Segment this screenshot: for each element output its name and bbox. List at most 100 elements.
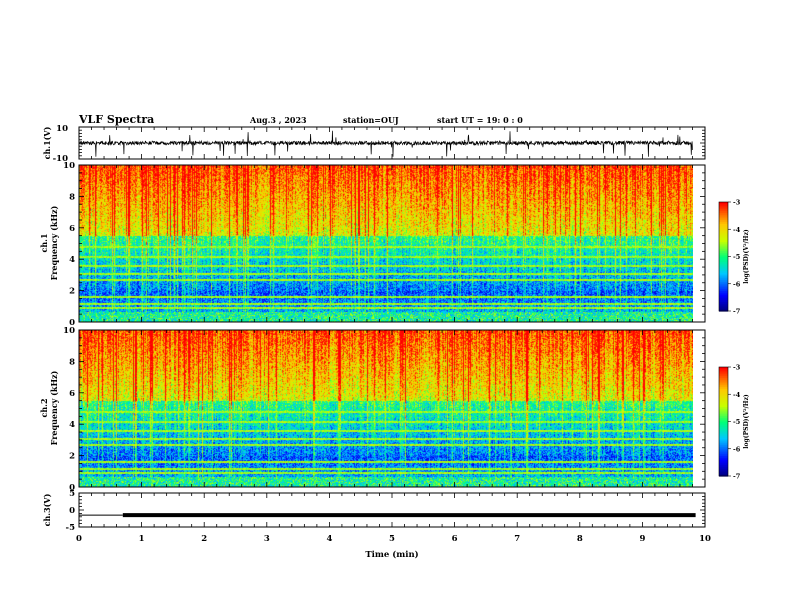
colorbar-cell	[719, 390, 728, 394]
colorbar-cell	[719, 419, 728, 423]
colorbar-cell	[719, 294, 728, 298]
colorbar-cell	[719, 292, 728, 296]
colorbar-cell	[719, 386, 728, 390]
colorbar-cell	[719, 283, 728, 287]
colorbar-cell	[719, 241, 728, 245]
colorbar-cell	[719, 298, 728, 301]
colorbar-cell	[719, 385, 728, 388]
colorbar-cell	[719, 240, 728, 243]
colorbar-tick-label: -6	[733, 445, 741, 453]
x-axis-label: Time (min)	[365, 549, 418, 560]
ch2-spectrogram-ylabel-freq: Frequency (kHz)	[49, 370, 59, 445]
colorbar-cell	[719, 406, 728, 410]
colorbar-cell	[719, 291, 728, 294]
colorbar-cell	[719, 372, 728, 375]
ch2-spectrogram-image	[79, 330, 693, 487]
x-tick-label: 7	[514, 534, 520, 544]
y-tick-label: -5	[66, 523, 76, 533]
ch1-spectrogram-panel: 0 2 4 6 8 10 ch.1 Frequency (kHz)	[39, 161, 706, 328]
x-tick-label: 8	[577, 534, 583, 544]
colorbar-cell	[719, 301, 728, 305]
colorbar-cell	[719, 214, 728, 218]
colorbar-cell	[719, 417, 728, 421]
station-label: station=OUJ	[343, 115, 399, 125]
colorbar-cell	[719, 448, 728, 452]
ch1-waveform-trace	[79, 130, 693, 157]
ch1-spectrogram-image	[79, 165, 693, 322]
colorbar-cell	[719, 243, 728, 247]
y-tick-label: 5	[69, 489, 75, 499]
colorbar-cell	[719, 450, 728, 453]
colorbar-cell	[719, 245, 728, 249]
colorbar-cell	[719, 463, 728, 466]
x-tick-label: 6	[452, 534, 458, 544]
y-tick-label: 10	[63, 161, 75, 171]
colorbar-cell	[719, 377, 728, 381]
ch2-spectrogram-ylabel-channel: ch.2	[39, 398, 49, 417]
colorbar-cell	[719, 229, 728, 232]
x-tick-label: 5	[389, 534, 395, 544]
colorbar-cell	[719, 396, 728, 399]
x-tick-label: 9	[639, 534, 645, 544]
colorbar-cell	[719, 280, 728, 283]
colorbar-cell	[719, 216, 728, 219]
ch3-ylabel: ch.3(V)	[42, 493, 52, 526]
colorbar-cell	[719, 367, 728, 370]
x-tick-label: 0	[76, 534, 82, 544]
colorbar-cell	[719, 278, 728, 281]
ch1-spectrogram-ylabel-freq: Frequency (kHz)	[49, 205, 59, 280]
colorbar-cell	[719, 261, 728, 265]
colorbar-cell	[719, 403, 728, 406]
colorbar-cell	[719, 394, 728, 397]
ch1-spectrogram-ticks: 0 2 4 6 8 10	[63, 161, 706, 328]
y-tick-label: 8	[69, 192, 75, 202]
colorbar-cell	[719, 383, 728, 386]
colorbar-cell	[719, 232, 728, 236]
y-tick-label: 2	[69, 287, 75, 297]
colorbar-cell	[719, 376, 728, 379]
colorbar-cell	[719, 434, 728, 437]
colorbar-cell	[719, 267, 728, 270]
colorbar-cell	[719, 281, 728, 285]
colorbar-cell	[719, 441, 728, 444]
colorbar-cell	[719, 285, 728, 288]
x-tick-label: 1	[139, 534, 145, 544]
colorbar-cell	[719, 272, 728, 276]
colorbar-cell	[719, 287, 728, 290]
colorbar-cell	[719, 227, 728, 230]
colorbar-cell	[719, 263, 728, 267]
y-tick-label: 6	[69, 389, 75, 399]
colorbar-cell	[719, 265, 728, 268]
colorbar-cell	[719, 457, 728, 461]
colorbar-cell	[719, 225, 728, 229]
colorbar-cell	[719, 408, 728, 412]
colorbar-cell	[719, 211, 728, 214]
colorbar-cell	[719, 307, 728, 310]
colorbar-cell	[719, 368, 728, 372]
ch1-ytick-bottom: -10	[53, 154, 68, 164]
colorbar-tick-label: -6	[733, 280, 741, 288]
colorbar-cell	[719, 445, 728, 448]
y-tick-label: 8	[69, 357, 75, 367]
colorbar-cell	[719, 258, 728, 261]
colorbar-cell	[719, 474, 728, 477]
colorbar-cell	[719, 247, 728, 250]
colorbar-cell	[719, 269, 728, 272]
ch1-spectrogram-ylabel-channel: ch.1	[39, 233, 49, 252]
ch1-waveform-line	[79, 130, 693, 157]
colorbar-cell	[719, 401, 728, 404]
start-time-label: start UT = 19: 0 : 0	[437, 115, 523, 125]
date-label: Aug.3 , 2023	[249, 115, 307, 125]
colorbar-tick-label: -7	[733, 308, 740, 316]
colorbar-cell	[719, 426, 728, 430]
colorbar-cell	[719, 202, 728, 205]
colorbar-cell	[719, 256, 728, 259]
colorbar-cell	[719, 461, 728, 464]
y-tick-label: 4	[69, 420, 75, 430]
colorbar-cell	[719, 236, 728, 239]
colorbar-cell	[719, 468, 728, 472]
colorbar-cell	[719, 465, 728, 468]
x-tick-label: 2	[201, 534, 207, 544]
